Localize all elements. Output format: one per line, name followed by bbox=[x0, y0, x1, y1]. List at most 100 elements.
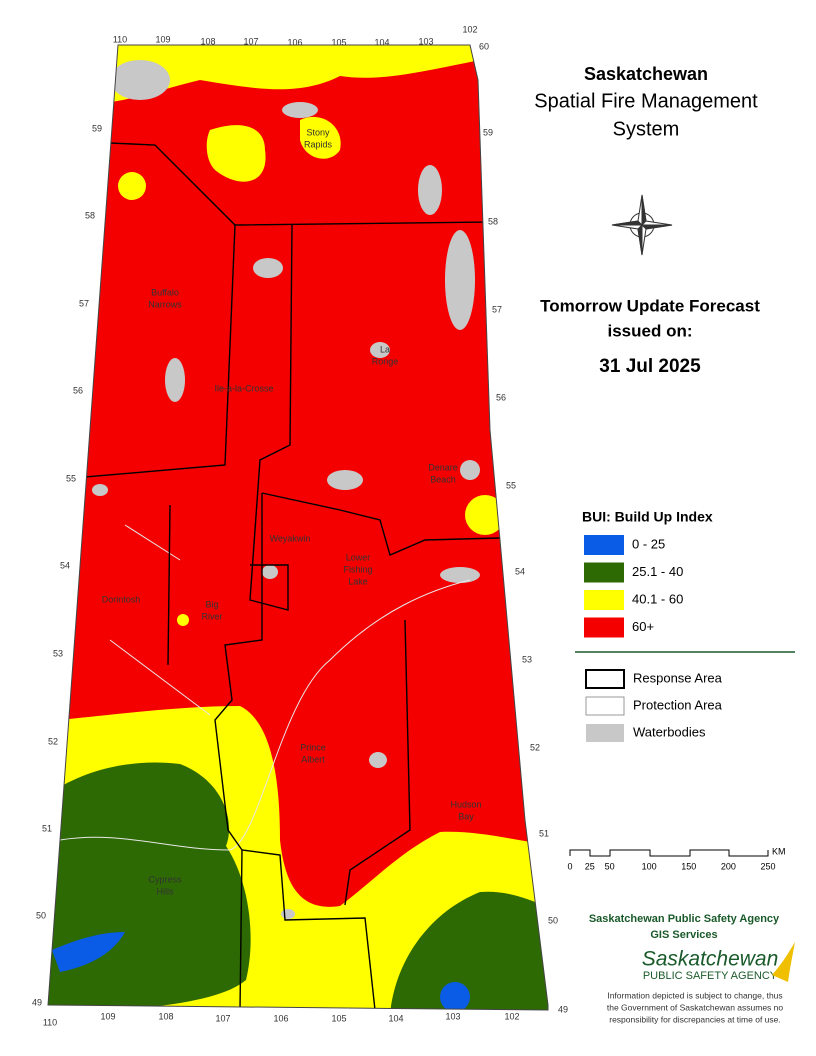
scale-label: 200 bbox=[721, 861, 736, 871]
place-label: Fishing bbox=[343, 564, 372, 574]
graticule-label: 53 bbox=[522, 654, 532, 664]
graticule-label: 103 bbox=[418, 36, 433, 46]
graticule-label: 55 bbox=[506, 480, 516, 490]
graticule-label: 107 bbox=[243, 36, 258, 46]
graticule-label: 57 bbox=[492, 304, 502, 314]
scale-label: 25 bbox=[585, 861, 595, 871]
graticule-label: 60 bbox=[479, 41, 489, 51]
graticule-label: 52 bbox=[530, 742, 540, 752]
scale-bar bbox=[569, 849, 769, 857]
place-label: Denare bbox=[428, 462, 458, 472]
boundary-label: Response Area bbox=[633, 670, 723, 685]
place-label: Big bbox=[205, 599, 218, 609]
graticule-label: 109 bbox=[155, 34, 170, 44]
place-label: Rapids bbox=[304, 139, 333, 149]
graticule-label: 104 bbox=[388, 1013, 403, 1023]
scale-label: 50 bbox=[605, 861, 615, 871]
place-label: Cypress bbox=[148, 874, 182, 884]
legend-label: 25.1 - 40 bbox=[632, 564, 683, 579]
graticule-label: 54 bbox=[60, 560, 70, 570]
place-label: Ile-a-la-Crosse bbox=[214, 383, 273, 393]
disclaimer-line: responsibility for discrepancies at time… bbox=[609, 1014, 781, 1024]
graticule-label: 56 bbox=[73, 385, 83, 395]
graticule-label: 103 bbox=[445, 1011, 460, 1021]
place-label: Lower bbox=[346, 552, 371, 562]
legend-label: 0 - 25 bbox=[632, 536, 665, 551]
place-label: Ronge bbox=[372, 356, 399, 366]
graticule-label: 102 bbox=[462, 24, 477, 34]
boundary-label: Waterbodies bbox=[633, 724, 706, 739]
title-line: Saskatchewan bbox=[584, 64, 708, 84]
place-label: Dorintosh bbox=[102, 594, 141, 604]
agency-line: Saskatchewan Public Safety Agency bbox=[589, 913, 780, 925]
agency-line: GIS Services bbox=[650, 929, 717, 941]
graticule-label: 107 bbox=[215, 1013, 230, 1023]
forecast-line: 31 Jul 2025 bbox=[599, 356, 701, 377]
graticule-label: 109 bbox=[100, 1011, 115, 1021]
logo-mark bbox=[772, 942, 795, 982]
graticule-label: 59 bbox=[483, 127, 493, 137]
place-label: Buffalo bbox=[151, 287, 179, 297]
graticule-label: 55 bbox=[66, 473, 76, 483]
graticule-label: 106 bbox=[287, 37, 302, 47]
place-label: Stony bbox=[306, 127, 330, 137]
place-label: Hudson bbox=[450, 799, 481, 809]
graticule-label: 57 bbox=[79, 298, 89, 308]
place-label: Hills bbox=[157, 886, 174, 896]
title-line: System bbox=[613, 118, 680, 140]
legend-swatch bbox=[584, 562, 624, 583]
boundary-swatch bbox=[586, 724, 624, 742]
scale-label: 0 bbox=[567, 861, 572, 871]
scale-label: 250 bbox=[760, 861, 775, 871]
graticule-label: 106 bbox=[273, 1013, 288, 1023]
legend-swatch bbox=[584, 617, 624, 638]
graticule-label: 102 bbox=[504, 1011, 519, 1021]
place-label: Albert bbox=[301, 754, 325, 764]
legend-label: 60+ bbox=[632, 619, 654, 634]
graticule-label: 108 bbox=[200, 36, 215, 46]
disclaimer-line: the Government of Saskatchewan assumes n… bbox=[607, 1002, 784, 1012]
place-label: Beach bbox=[430, 474, 456, 484]
scale-label: 150 bbox=[681, 861, 696, 871]
title-line: Spatial Fire Management bbox=[534, 90, 758, 112]
graticule-label: 52 bbox=[48, 736, 58, 746]
graticule: 110 109 108 107 106 105 104 1031026059585756555… bbox=[32, 24, 568, 1027]
graticule-label: 58 bbox=[85, 210, 95, 220]
legend-swatch bbox=[584, 535, 624, 555]
scale-label: 100 bbox=[642, 861, 657, 871]
logo-sub: PUBLIC SAFETY AGENCY bbox=[643, 970, 778, 982]
graticule-label: 104 bbox=[374, 37, 389, 47]
graticule-label: 54 bbox=[515, 566, 525, 576]
graticule-label: 110 bbox=[113, 34, 127, 44]
province-outline bbox=[47, 44, 549, 1011]
forecast-line: issued on: bbox=[607, 321, 692, 340]
graticule-label: 59 bbox=[92, 123, 102, 133]
graticule-label: 50 bbox=[36, 910, 46, 920]
place-label: Prince bbox=[300, 742, 326, 752]
boundary-label: Protection Area bbox=[633, 697, 723, 712]
graticule-label: 58 bbox=[488, 216, 498, 226]
graticule-label: 53 bbox=[53, 648, 63, 658]
graticule-label: 56 bbox=[496, 392, 506, 402]
graticule-label: 110 bbox=[43, 1017, 57, 1027]
graticule-label: 108 bbox=[158, 1011, 173, 1021]
place-label: Lake bbox=[348, 576, 368, 586]
scale-unit: KM bbox=[772, 846, 786, 856]
graticule-label: 105 bbox=[331, 37, 346, 47]
map-fill bbox=[48, 45, 548, 1010]
legend-swatch bbox=[584, 590, 624, 610]
legend-title: BUI: Build Up Index bbox=[582, 509, 713, 525]
place-label: Weyakwin bbox=[270, 533, 311, 543]
boundary-swatch bbox=[585, 696, 625, 716]
side-panel: Saskatchewan Spatial Fire Management Syste… bbox=[534, 64, 785, 1025]
logo-name: Saskatchewan bbox=[642, 948, 779, 971]
place-label: La bbox=[380, 344, 390, 354]
disclaimer-line: Information depicted is subject to chang… bbox=[607, 990, 782, 1000]
graticule-label: 51 bbox=[539, 828, 549, 838]
place-label: Narrows bbox=[148, 299, 182, 309]
graticule-label: 49 bbox=[558, 1004, 568, 1014]
place-label: Bay bbox=[458, 811, 474, 821]
compass-rose bbox=[611, 194, 673, 256]
forecast-line: Tomorrow Update Forecast bbox=[540, 296, 760, 315]
place-label: River bbox=[201, 611, 222, 621]
